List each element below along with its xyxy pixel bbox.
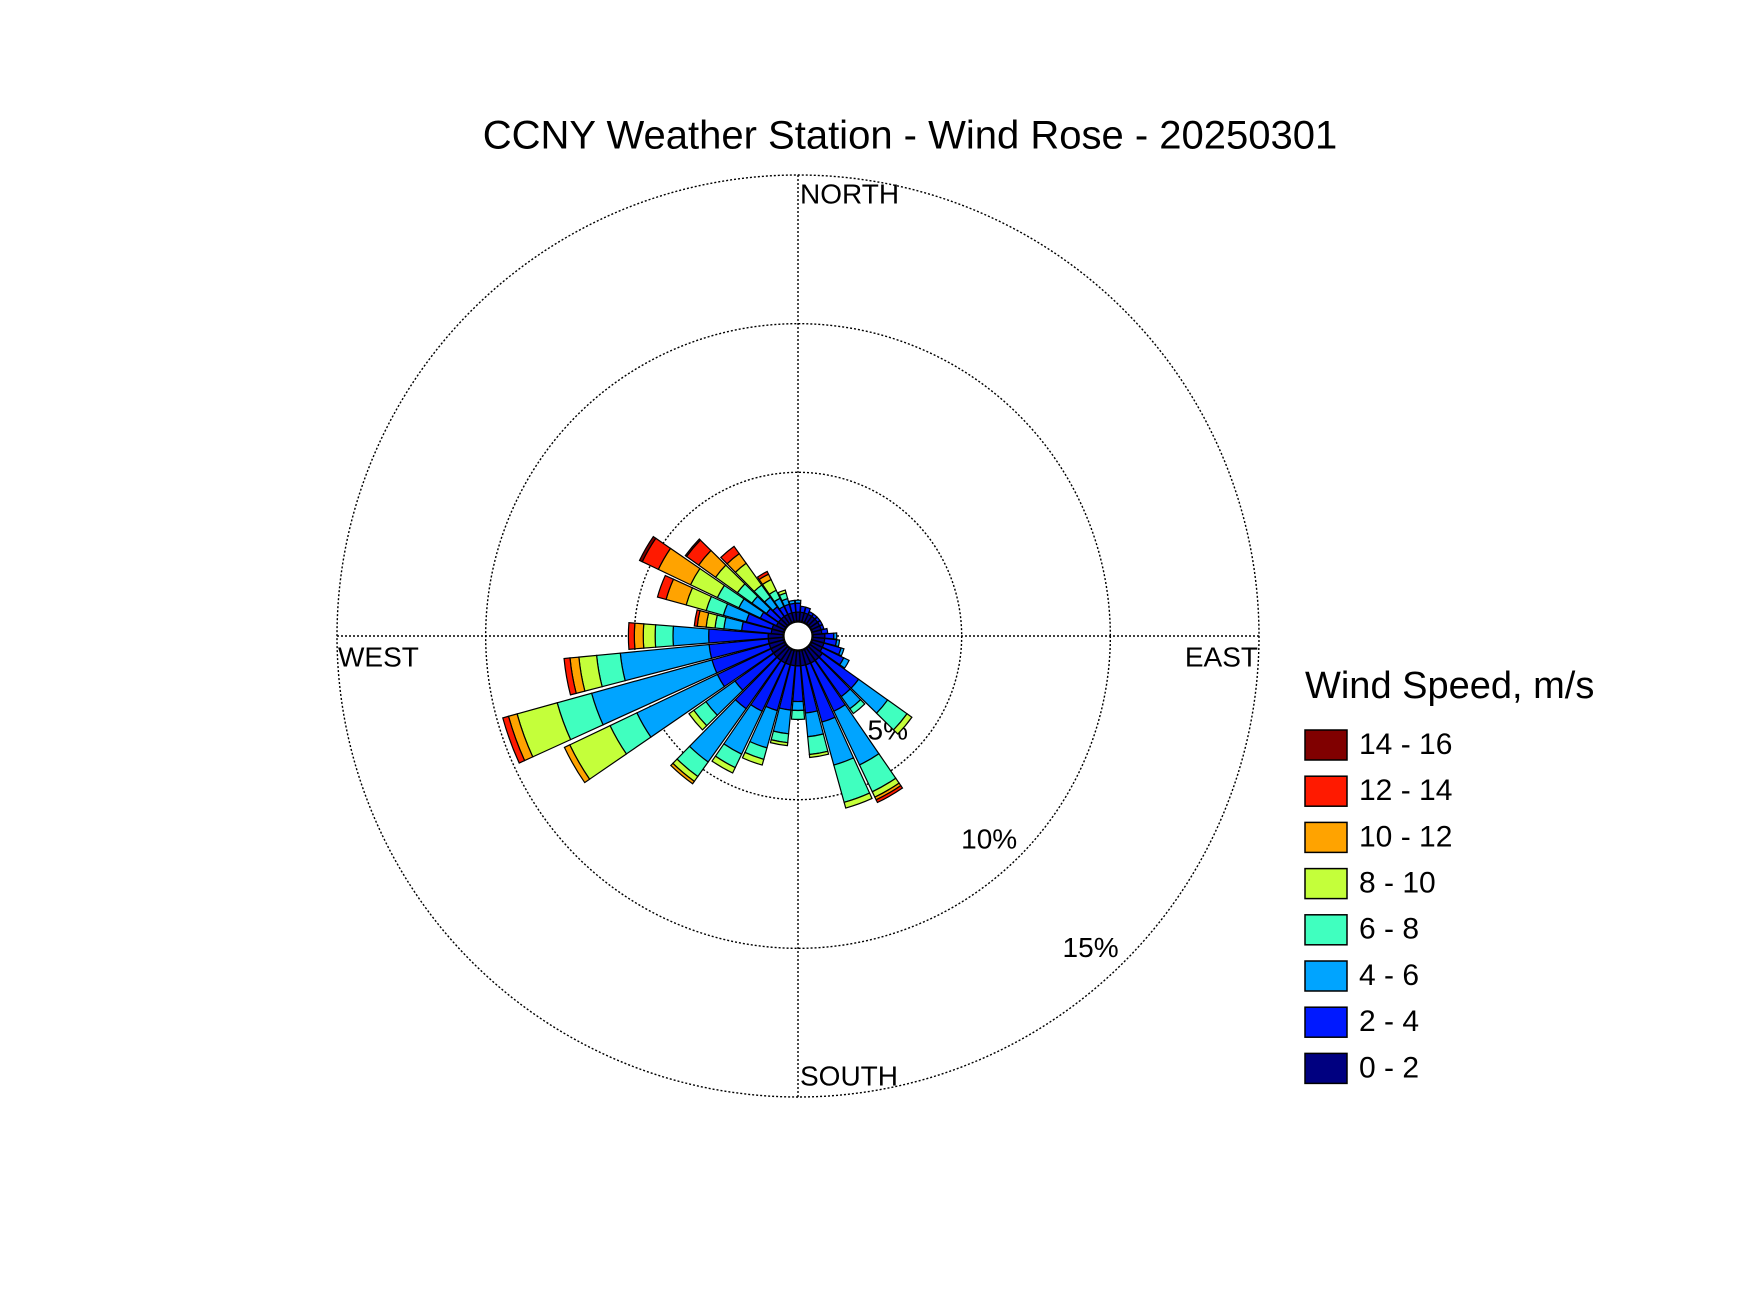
r-tick-label: 15% [1063, 932, 1119, 963]
wedge [837, 647, 845, 657]
wedge [563, 657, 577, 696]
legend-swatch [1304, 1006, 1348, 1038]
wedge [843, 792, 873, 809]
legend-label: 8 - 10 [1359, 867, 1436, 900]
wedge [834, 639, 841, 648]
wedge [672, 625, 710, 647]
wedge [627, 622, 636, 650]
wedge [777, 589, 787, 597]
wedge [563, 744, 591, 784]
legend-label: 14 - 16 [1359, 728, 1452, 761]
wedge [684, 538, 702, 558]
legend-swatch [1304, 867, 1348, 900]
wedge [769, 739, 789, 747]
legend-label: 4 - 6 [1359, 959, 1419, 992]
wedge [849, 698, 866, 715]
wedge [693, 609, 701, 627]
legend-label: 10 - 12 [1359, 820, 1452, 853]
direction-label: EAST [1185, 641, 1258, 672]
legend-swatch [1304, 821, 1348, 854]
legend-swatch [1304, 775, 1348, 807]
legend-swatch [1304, 914, 1348, 946]
legend-label: 0 - 2 [1359, 1051, 1419, 1084]
wedge [788, 599, 796, 605]
direction-label: SOUTH [800, 1060, 898, 1091]
wedge [711, 755, 737, 774]
wedge [669, 762, 696, 785]
wedge [833, 632, 838, 640]
grid-ring [484, 322, 1112, 950]
wedge [892, 712, 913, 735]
wedge [654, 624, 675, 648]
direction-label: WEST [338, 641, 419, 672]
wedge [741, 751, 765, 766]
wedge [808, 750, 830, 759]
wedge [642, 623, 657, 649]
wedge [638, 535, 657, 563]
center-hole [783, 621, 813, 651]
legend-label: 2 - 4 [1359, 1005, 1419, 1038]
chart-title: CCNY Weather Station - Wind Rose - 20250… [483, 114, 1338, 158]
wedge [688, 709, 708, 731]
wedge [794, 602, 802, 613]
legend-swatch [1304, 1052, 1348, 1085]
grid-ring [336, 174, 1260, 1098]
legend-label: 6 - 8 [1359, 913, 1419, 946]
legend-label: 12 - 14 [1359, 774, 1452, 807]
wedge [794, 599, 802, 604]
wedge [791, 700, 805, 712]
wedge [719, 545, 741, 565]
r-tick-label: 10% [961, 823, 1017, 854]
wedge [656, 574, 675, 601]
wedge [803, 606, 812, 616]
legend-title: Wind Speed, m/s [1305, 665, 1594, 707]
wedge [502, 715, 526, 764]
wedge [875, 784, 904, 804]
legend-swatch [1304, 729, 1348, 761]
legend-swatch [1304, 960, 1348, 992]
wedge [790, 709, 806, 720]
direction-label: NORTH [800, 178, 899, 209]
wedge [820, 627, 829, 635]
wedge [633, 622, 645, 650]
wedge [824, 632, 835, 640]
wedge [838, 657, 850, 669]
wedge [756, 570, 770, 581]
